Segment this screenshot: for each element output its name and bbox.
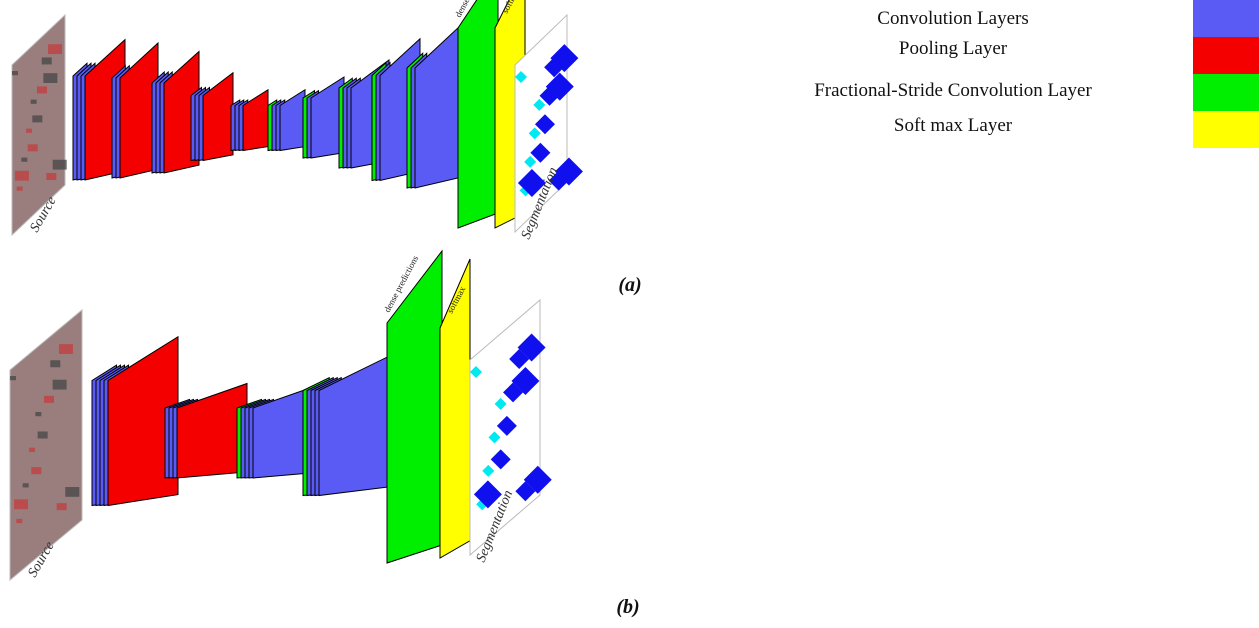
layer — [243, 90, 268, 151]
image-patch — [16, 519, 22, 523]
caption: (a) — [618, 274, 641, 296]
image-patch — [23, 483, 29, 487]
image-patch — [15, 171, 29, 181]
figure: Convolution Layers Pooling Layer Fractio… — [0, 0, 1259, 628]
image-patch — [31, 467, 41, 474]
dense-layer — [458, 0, 498, 228]
layer — [203, 73, 233, 161]
image-patch — [32, 115, 42, 122]
image-patch — [42, 57, 52, 64]
image-patch — [46, 173, 56, 180]
image-patch — [14, 499, 28, 509]
legend-swatch — [1193, 111, 1259, 148]
legend-swatch — [1193, 37, 1259, 74]
image-patch — [44, 396, 54, 403]
layer — [280, 90, 305, 151]
image-patch — [59, 344, 73, 354]
image-patch — [53, 160, 67, 170]
image-patch — [10, 376, 16, 380]
image-patch — [43, 73, 57, 83]
legend-label: Fractional-Stride Convolution Layer — [814, 80, 1092, 101]
image-patch — [28, 144, 38, 151]
image-patch — [57, 503, 67, 510]
image-patch — [53, 380, 67, 390]
legend-swatch — [1193, 0, 1259, 37]
layer — [319, 354, 394, 496]
image-patch — [29, 448, 35, 452]
image-patch — [38, 432, 48, 439]
legend-swatch — [1193, 74, 1259, 111]
image-patch — [12, 71, 18, 75]
legend-label: Soft max Layer — [894, 115, 1013, 136]
image-patch — [65, 487, 79, 497]
legend-label: Convolution Layers — [877, 8, 1028, 29]
image-patch — [21, 158, 27, 162]
image-patch — [26, 129, 32, 133]
image-patch — [48, 44, 62, 54]
image-patch — [37, 86, 47, 93]
image-patch — [35, 412, 41, 416]
image-patch — [50, 360, 60, 367]
legend-label: Pooling Layer — [899, 38, 1008, 59]
caption: (b) — [616, 596, 639, 618]
image-patch — [31, 100, 37, 104]
layer — [415, 26, 460, 188]
image-patch — [17, 187, 23, 191]
